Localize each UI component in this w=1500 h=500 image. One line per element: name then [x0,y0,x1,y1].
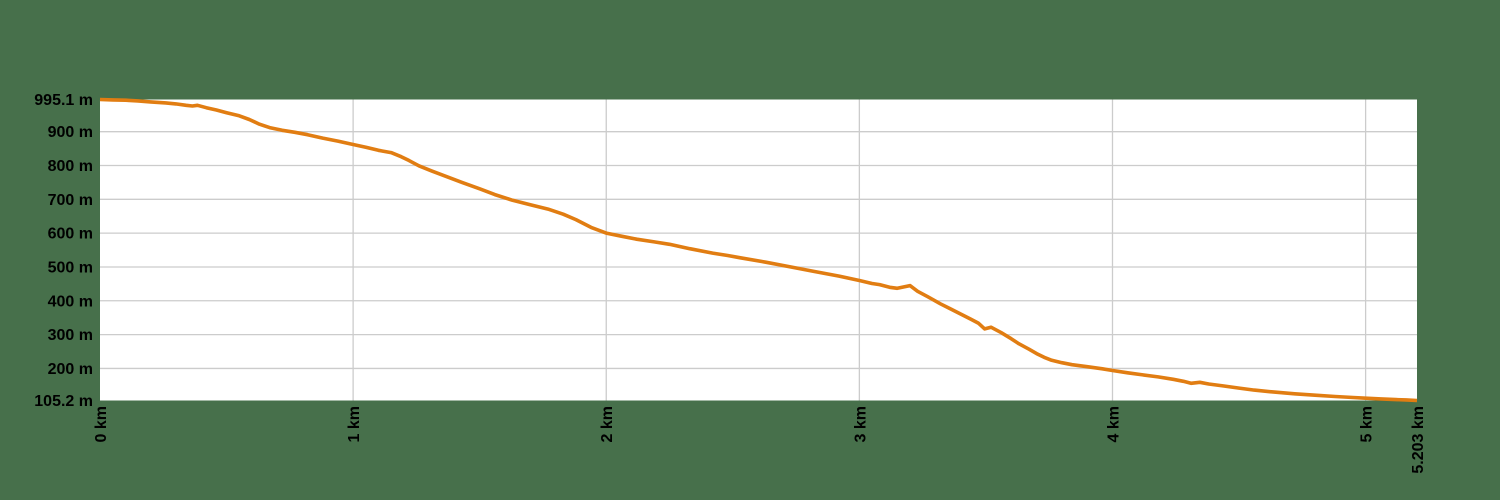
y-tick-label: 500 m [48,259,93,276]
gridlines [100,99,1417,401]
elevation-profile-line [99,97,1418,403]
y-tick-label: 300 m [48,327,93,344]
plot-area [100,99,1417,401]
x-tick-label: 0 km [93,406,110,442]
y-tick-label: 400 m [48,293,93,310]
y-tick-label: 995.1 m [34,92,93,109]
y-axis-labels: 995.1 m 900 m 800 m 700 m 600 m 500 m 400 m 300… [34,92,93,410]
elevation-line-group [99,97,1418,403]
x-tick-label: 2 km [599,406,616,442]
y-tick-label: 800 m [48,158,93,175]
x-tick-label: 3 km [852,406,869,442]
y-tick-label: 900 m [48,124,93,141]
x-tick-label: 5.203 km [1410,406,1427,474]
y-tick-label: 200 m [48,361,93,378]
y-tick-label: 700 m [48,192,93,209]
x-axis-labels: 0 km 1 km 2 km 3 km 4 km 5 km 5.203 km [93,406,1427,474]
x-tick-label: 1 km [346,406,363,442]
x-tick-label: 4 km [1105,406,1122,442]
x-tick-label: 5 km [1359,406,1376,442]
y-tick-label: 600 m [48,226,93,243]
y-tick-label: 105.2 m [34,393,93,410]
